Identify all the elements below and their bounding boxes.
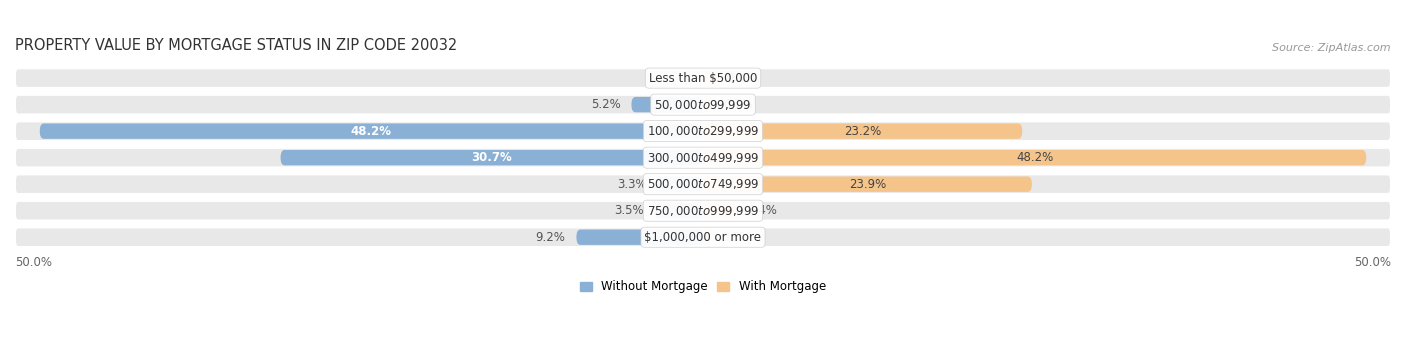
FancyBboxPatch shape: [15, 121, 1391, 141]
Text: 48.2%: 48.2%: [352, 125, 392, 138]
FancyBboxPatch shape: [15, 95, 1391, 115]
FancyBboxPatch shape: [703, 150, 1367, 165]
Text: 30.7%: 30.7%: [471, 151, 512, 164]
Text: 23.2%: 23.2%: [844, 125, 882, 138]
FancyBboxPatch shape: [281, 150, 703, 165]
Text: 50.0%: 50.0%: [1354, 256, 1391, 269]
FancyBboxPatch shape: [703, 123, 1022, 139]
Text: 50.0%: 50.0%: [15, 256, 52, 269]
FancyBboxPatch shape: [655, 203, 703, 218]
Text: 0.5%: 0.5%: [721, 231, 751, 244]
Text: 0.7%: 0.7%: [724, 98, 754, 111]
Legend: Without Mortgage, With Mortgage: Without Mortgage, With Mortgage: [581, 280, 825, 293]
Text: $100,000 to $299,999: $100,000 to $299,999: [647, 124, 759, 138]
FancyBboxPatch shape: [15, 174, 1391, 194]
FancyBboxPatch shape: [703, 70, 718, 86]
Text: 2.4%: 2.4%: [747, 204, 778, 217]
Text: 3.3%: 3.3%: [617, 178, 647, 191]
FancyBboxPatch shape: [576, 230, 703, 245]
Text: 1.1%: 1.1%: [730, 72, 759, 85]
FancyBboxPatch shape: [15, 227, 1391, 247]
Text: PROPERTY VALUE BY MORTGAGE STATUS IN ZIP CODE 20032: PROPERTY VALUE BY MORTGAGE STATUS IN ZIP…: [15, 38, 457, 53]
Text: 3.5%: 3.5%: [614, 204, 644, 217]
FancyBboxPatch shape: [703, 176, 1032, 192]
FancyBboxPatch shape: [15, 68, 1391, 88]
Text: Less than $50,000: Less than $50,000: [648, 72, 758, 85]
Text: 23.9%: 23.9%: [849, 178, 886, 191]
FancyBboxPatch shape: [703, 230, 710, 245]
Text: 5.2%: 5.2%: [591, 98, 620, 111]
Text: $1,000,000 or more: $1,000,000 or more: [644, 231, 762, 244]
FancyBboxPatch shape: [658, 176, 703, 192]
FancyBboxPatch shape: [631, 97, 703, 112]
Text: Source: ZipAtlas.com: Source: ZipAtlas.com: [1272, 43, 1391, 53]
FancyBboxPatch shape: [39, 123, 703, 139]
Text: $750,000 to $999,999: $750,000 to $999,999: [647, 204, 759, 218]
FancyBboxPatch shape: [15, 201, 1391, 221]
Text: $500,000 to $749,999: $500,000 to $749,999: [647, 177, 759, 191]
FancyBboxPatch shape: [703, 203, 735, 218]
Text: $300,000 to $499,999: $300,000 to $499,999: [647, 151, 759, 165]
Text: 48.2%: 48.2%: [1017, 151, 1053, 164]
Text: $50,000 to $99,999: $50,000 to $99,999: [654, 98, 752, 112]
FancyBboxPatch shape: [15, 148, 1391, 168]
FancyBboxPatch shape: [703, 97, 713, 112]
Text: 9.2%: 9.2%: [536, 231, 565, 244]
